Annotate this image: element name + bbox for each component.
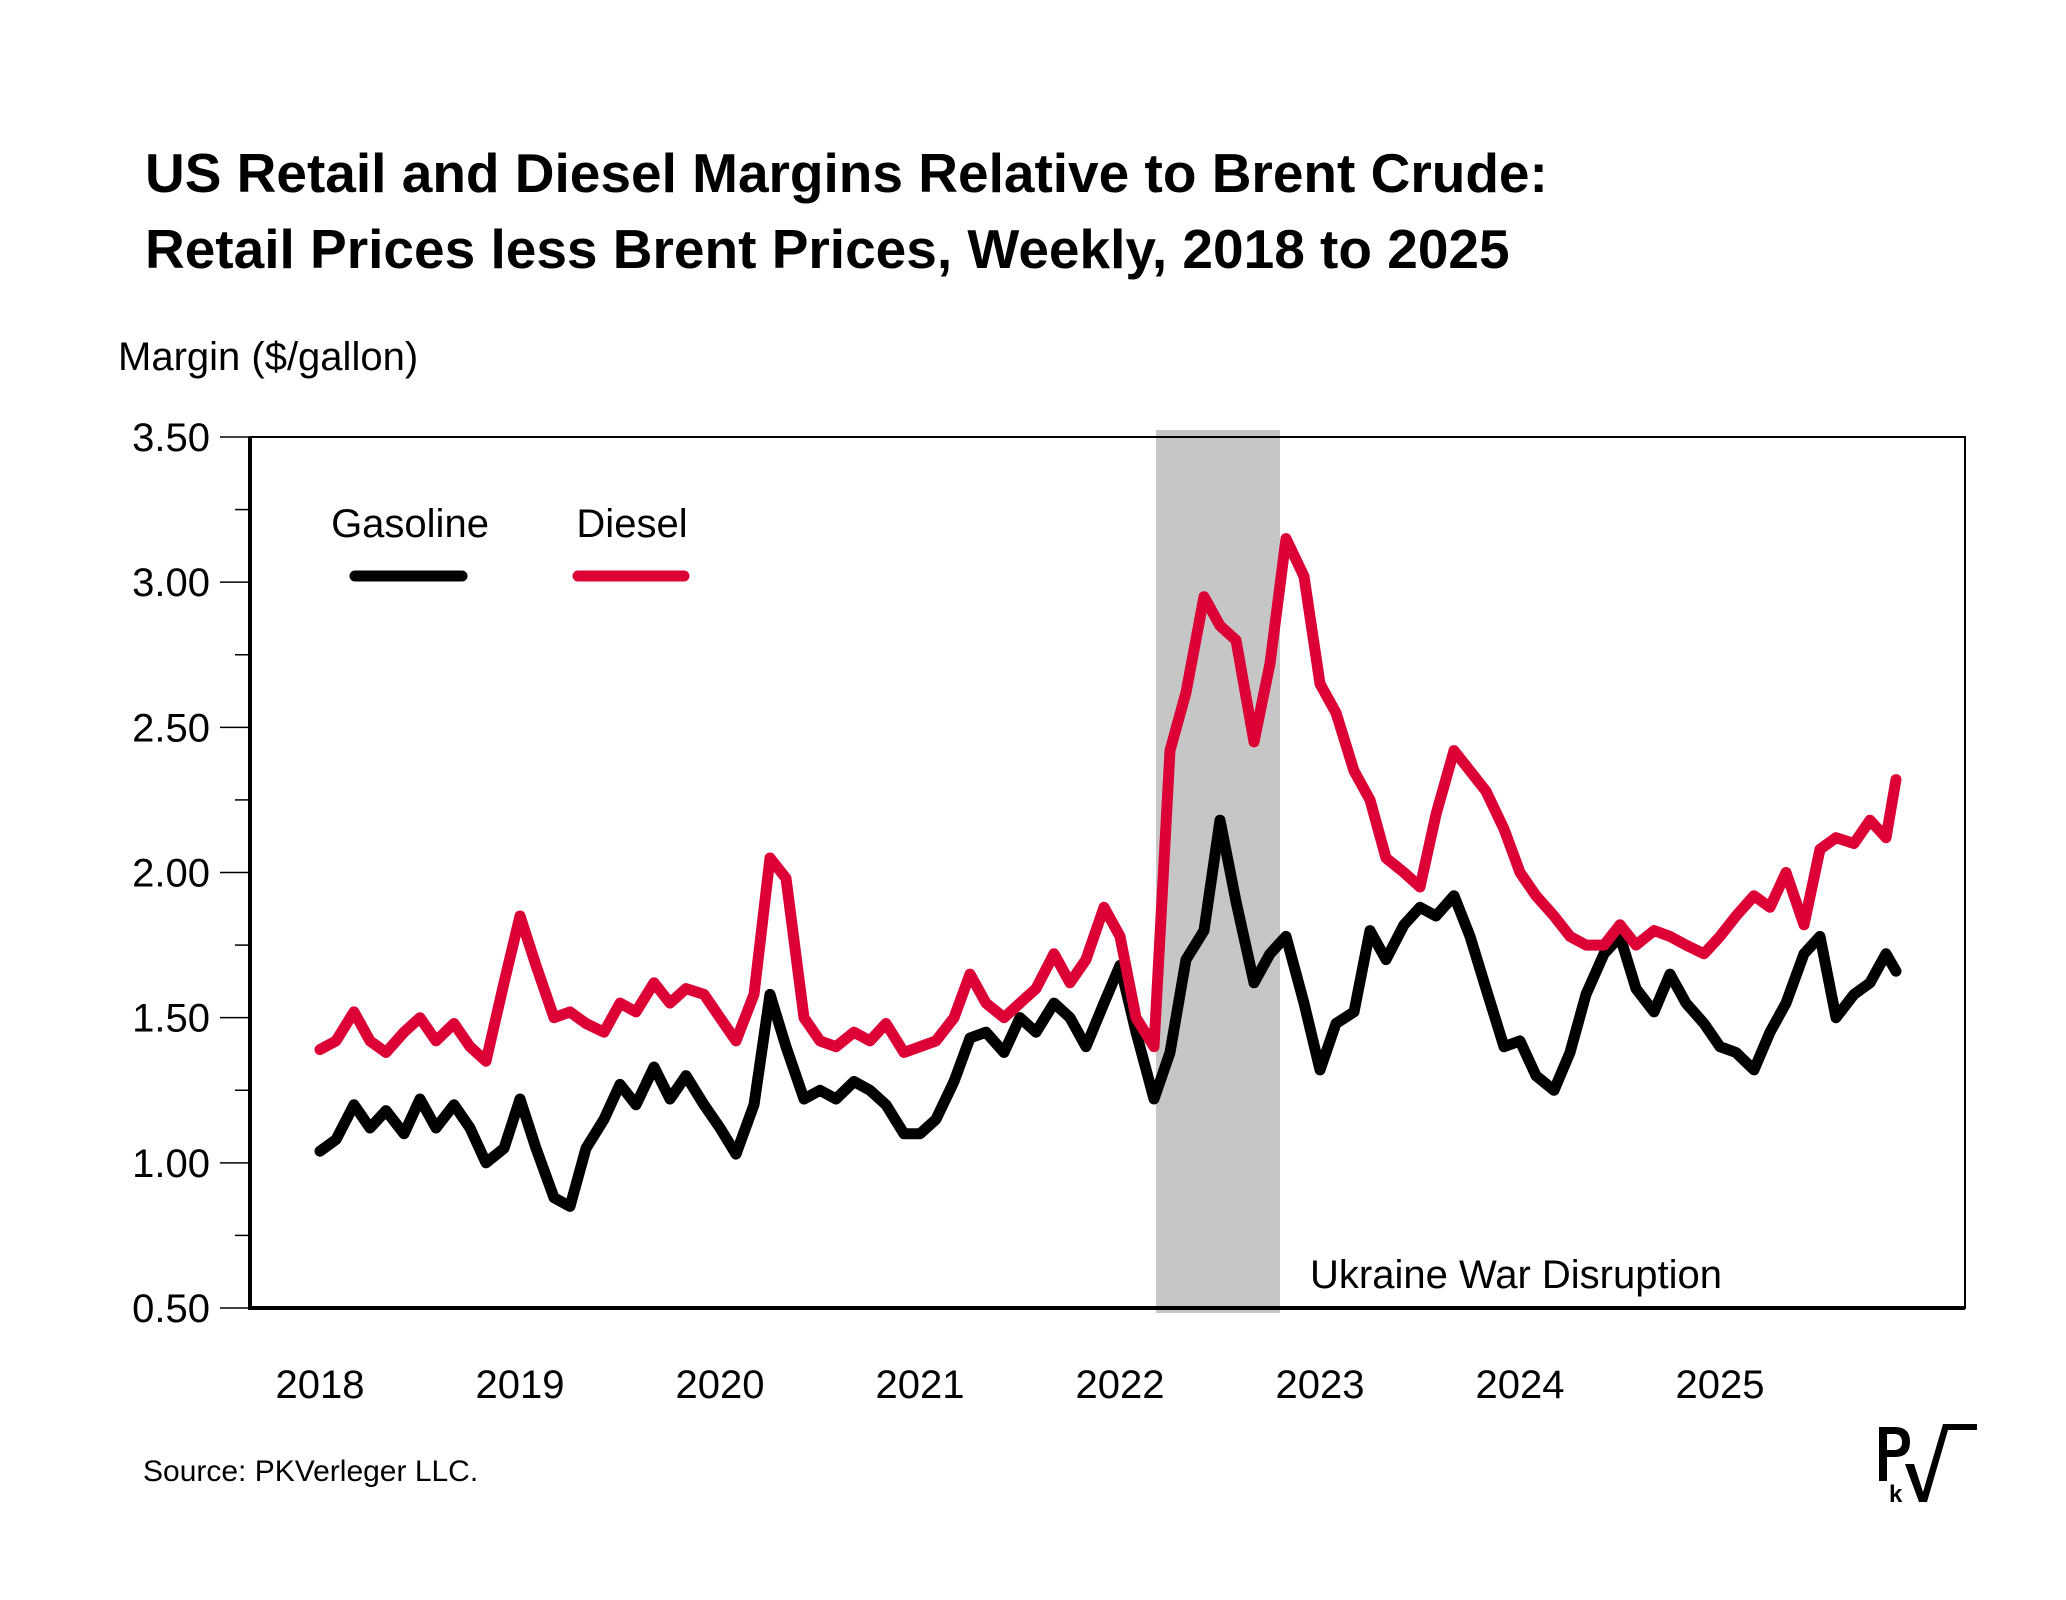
x-tick-label: 2022 [1076, 1363, 1165, 1407]
chart-title-line-2: Retail Prices less Brent Prices, Weekly,… [145, 218, 1510, 280]
series-line-diesel [314, 533, 1902, 1067]
y-tick-label: 1.50 [132, 997, 210, 1041]
chart-title: US Retail and Diesel Margins Relative to… [145, 135, 1548, 287]
legend-label-gasoline: Gasoline [331, 502, 489, 546]
y-tick-label: 3.50 [132, 416, 210, 460]
svg-text:k: k [1889, 1481, 1903, 1504]
x-tick-label: 2023 [1276, 1363, 1365, 1407]
y-axis-label: Margin ($/gallon) [118, 335, 419, 379]
x-tick-label: 2021 [876, 1363, 965, 1407]
y-tick-label: 0.50 [132, 1287, 210, 1331]
chart-title-line-1: US Retail and Diesel Margins Relative to… [145, 142, 1548, 204]
y-tick-label: 2.50 [132, 706, 210, 750]
plot-frame [249, 436, 1966, 1309]
y-tick-label: 1.00 [132, 1142, 210, 1186]
x-tick-label: 2020 [676, 1363, 765, 1407]
legend-label-diesel: Diesel [576, 502, 687, 546]
x-tick-label: 2019 [476, 1363, 565, 1407]
shaded-region-label: Ukraine War Disruption [1310, 1253, 1722, 1297]
pkv-logo-icon: k [1879, 1424, 1977, 1504]
x-tick-label: 2025 [1676, 1363, 1765, 1407]
x-tick-label: 2018 [276, 1363, 365, 1407]
y-tick-label: 2.00 [132, 852, 210, 896]
y-tick-label: 3.00 [132, 561, 210, 605]
source-note: Source: PKVerleger LLC. [143, 1455, 479, 1488]
series-line-gasoline [314, 814, 1902, 1212]
pkv-logo: k [1877, 1424, 1977, 1504]
x-tick-label: 2024 [1476, 1363, 1565, 1407]
